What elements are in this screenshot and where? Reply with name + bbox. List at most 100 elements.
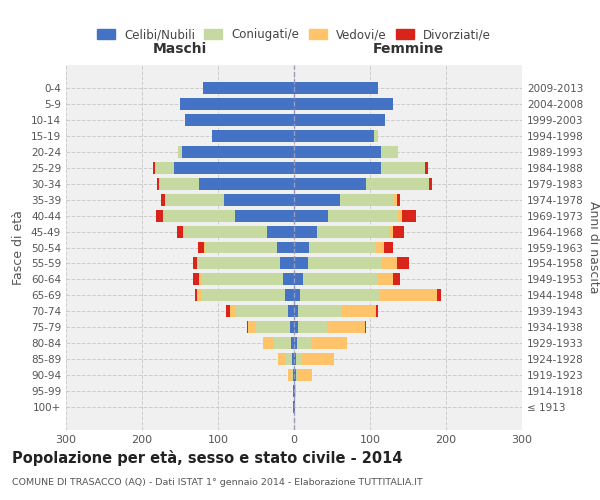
Bar xyxy=(230,306,236,318)
Bar xyxy=(294,354,296,366)
Bar xyxy=(165,194,224,205)
Bar xyxy=(199,274,200,285)
Bar xyxy=(212,130,294,141)
Bar xyxy=(294,194,340,205)
Bar xyxy=(428,178,433,190)
Bar xyxy=(294,114,385,126)
Bar xyxy=(199,178,294,190)
Bar xyxy=(185,114,294,126)
Bar xyxy=(298,322,326,334)
Bar xyxy=(295,386,296,398)
Bar xyxy=(382,258,397,270)
Text: COMUNE DI TRASACCO (AQ) - Dati ISTAT 1° gennaio 2014 - Elaborazione TUTTITALIA.I: COMUNE DI TRASACCO (AQ) - Dati ISTAT 1° … xyxy=(12,478,423,487)
Bar xyxy=(184,226,268,237)
Bar xyxy=(180,98,294,110)
Bar xyxy=(294,130,374,141)
Bar xyxy=(193,258,197,270)
Text: Popolazione per età, sesso e stato civile - 2014: Popolazione per età, sesso e stato civil… xyxy=(12,450,403,466)
Bar xyxy=(382,162,425,173)
Bar xyxy=(425,162,428,173)
Bar xyxy=(203,82,294,94)
Bar xyxy=(376,242,383,254)
Bar xyxy=(298,306,342,318)
Bar xyxy=(290,322,294,334)
Bar xyxy=(374,130,377,141)
Bar xyxy=(397,194,400,205)
Bar xyxy=(288,370,291,382)
Bar xyxy=(294,258,308,270)
Bar xyxy=(274,338,291,349)
Bar xyxy=(163,210,235,222)
Bar xyxy=(161,194,165,205)
Bar xyxy=(294,370,296,382)
Bar xyxy=(382,146,398,158)
Bar xyxy=(182,146,294,158)
Bar xyxy=(294,290,300,302)
Bar xyxy=(293,402,294,413)
Bar xyxy=(200,274,283,285)
Bar xyxy=(311,338,347,349)
Bar xyxy=(197,290,201,302)
Bar xyxy=(278,354,286,366)
Bar xyxy=(393,226,404,237)
Bar xyxy=(294,82,377,94)
Legend: Celibi/Nubili, Coniugati/e, Vedovi/e, Divorziati/e: Celibi/Nubili, Coniugati/e, Vedovi/e, Di… xyxy=(92,24,496,46)
Bar xyxy=(296,370,297,382)
Bar xyxy=(366,178,428,190)
Y-axis label: Fasce di età: Fasce di età xyxy=(13,210,25,285)
Bar xyxy=(302,354,334,366)
Bar xyxy=(288,306,294,318)
Bar xyxy=(398,210,402,222)
Bar xyxy=(293,370,294,382)
Y-axis label: Anni di nascita: Anni di nascita xyxy=(587,201,600,294)
Bar xyxy=(283,274,294,285)
Bar xyxy=(160,178,199,190)
Bar xyxy=(394,194,397,205)
Bar xyxy=(309,242,376,254)
Bar xyxy=(294,322,298,334)
Bar xyxy=(294,210,328,222)
Bar xyxy=(177,226,183,237)
Bar xyxy=(317,226,389,237)
Bar xyxy=(294,98,393,110)
Bar xyxy=(183,226,184,237)
Bar xyxy=(389,226,393,237)
Bar xyxy=(154,162,155,173)
Bar xyxy=(197,258,198,270)
Bar xyxy=(193,274,199,285)
Bar xyxy=(291,338,294,349)
Bar xyxy=(157,210,163,222)
Bar xyxy=(277,242,294,254)
Bar xyxy=(293,386,294,398)
Bar xyxy=(437,290,440,302)
Bar xyxy=(402,210,416,222)
Bar xyxy=(294,386,295,398)
Bar xyxy=(198,242,205,254)
Bar xyxy=(383,242,393,254)
Bar xyxy=(291,370,293,382)
Bar xyxy=(198,258,280,270)
Bar xyxy=(294,338,297,349)
Bar xyxy=(280,258,294,270)
Bar xyxy=(294,178,366,190)
Bar xyxy=(294,274,303,285)
Bar xyxy=(248,322,256,334)
Bar xyxy=(303,274,377,285)
Bar xyxy=(377,274,393,285)
Bar xyxy=(256,322,290,334)
Bar xyxy=(205,242,277,254)
Bar xyxy=(155,162,174,173)
Bar xyxy=(294,162,382,173)
Bar xyxy=(380,290,437,302)
Bar xyxy=(294,242,309,254)
Bar xyxy=(328,210,398,222)
Bar xyxy=(297,338,311,349)
Bar xyxy=(296,354,302,366)
Bar xyxy=(292,354,294,366)
Bar xyxy=(201,290,285,302)
Bar xyxy=(397,258,409,270)
Bar xyxy=(285,290,294,302)
Text: Femmine: Femmine xyxy=(373,42,443,56)
Bar xyxy=(178,146,182,158)
Bar xyxy=(340,194,394,205)
